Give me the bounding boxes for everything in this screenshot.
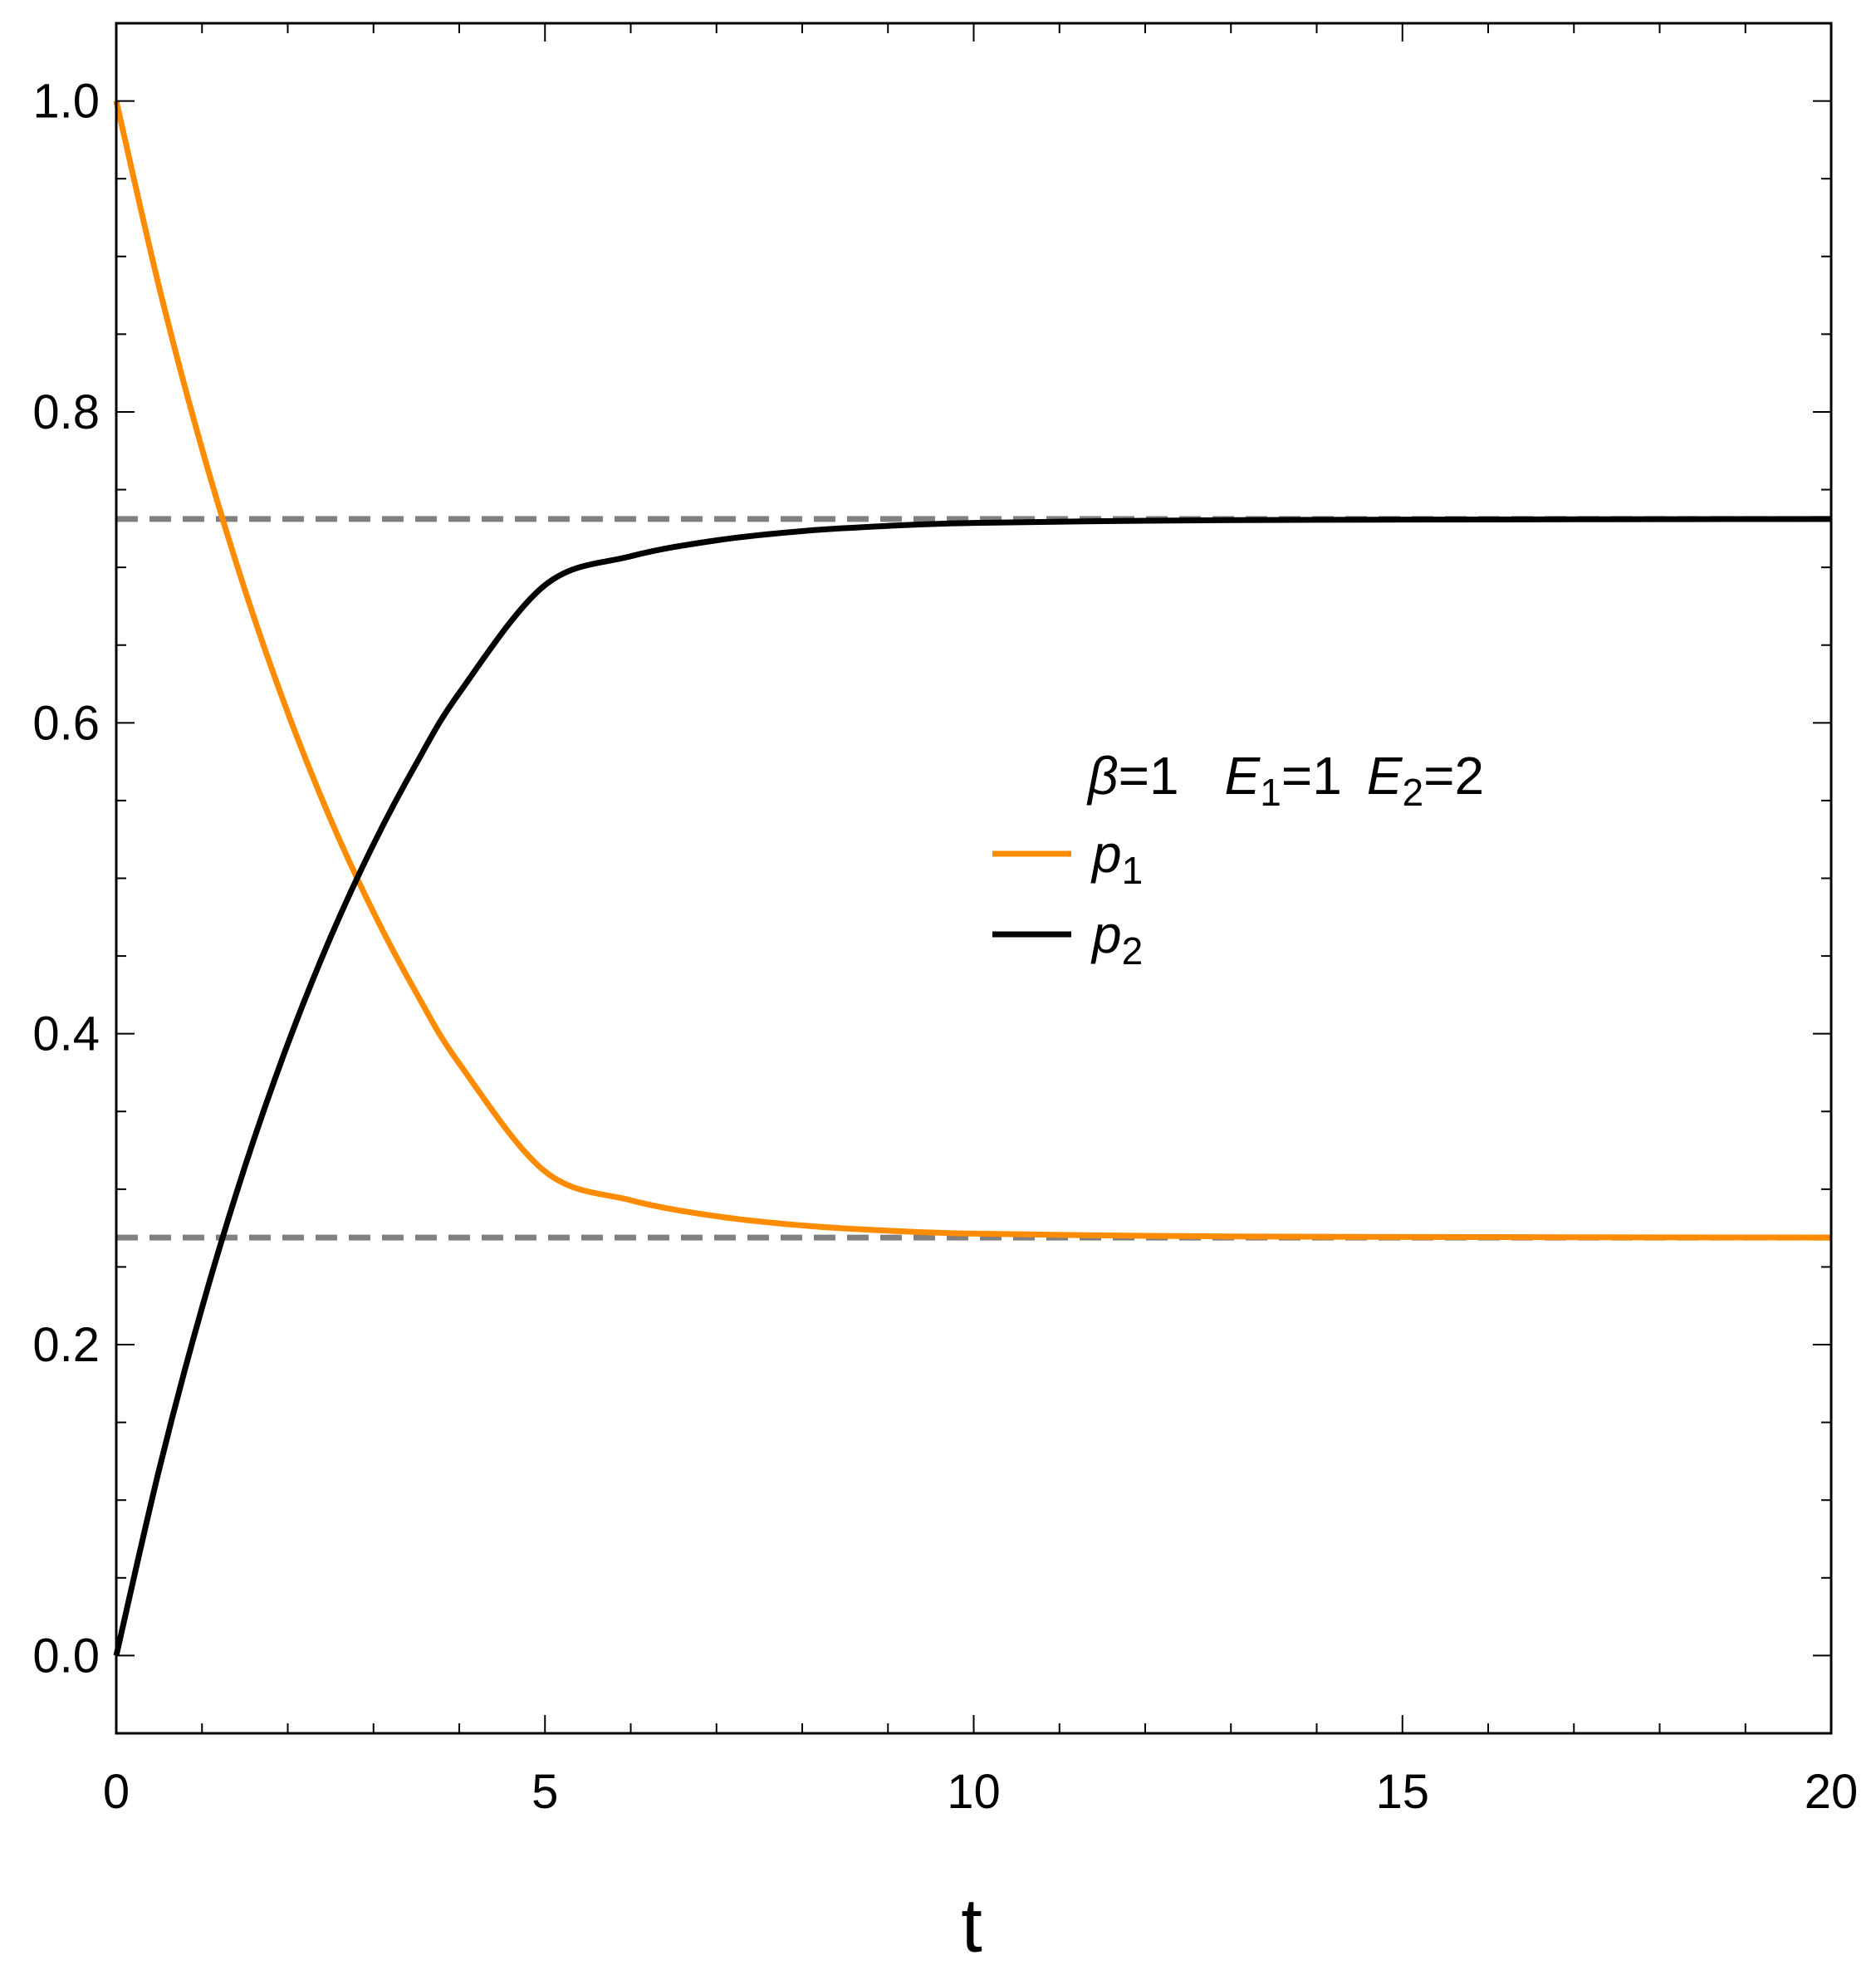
beta-symbol: β <box>1086 746 1119 806</box>
x-tick-label: 0 <box>103 1765 130 1819</box>
legend: β=1 E1=1 E2=2 p1 p2 <box>992 746 1484 973</box>
y-tick-label: 0.6 <box>32 696 100 750</box>
e2-symbol: E <box>1367 746 1403 806</box>
e1-subscript: 1 <box>1260 771 1281 814</box>
legend-parameters: β=1 E1=1 E2=2 <box>1086 746 1484 814</box>
y-tick-label: 0.4 <box>32 1007 100 1061</box>
legend-label-p1-subscript: 1 <box>1122 849 1144 892</box>
axis-ticks <box>115 22 1832 1734</box>
e1-symbol: E <box>1225 746 1261 806</box>
legend-label-p1-symbol: p <box>1090 824 1122 884</box>
e2-value: =2 <box>1423 746 1484 806</box>
legend-label-p1: p1 <box>1090 824 1143 892</box>
y-tick-label: 0.0 <box>32 1629 100 1683</box>
beta-value: =1 <box>1119 746 1179 806</box>
series-line-p1 <box>113 100 1832 1241</box>
reference-lines <box>116 516 1831 1241</box>
plot-border <box>115 22 1833 1735</box>
legend-label-p2-symbol: p <box>1090 904 1122 964</box>
series-line-p2 <box>113 516 1832 1657</box>
tick-labels: 0 5 10 15 20 0.0 0.2 0.4 0.6 0.8 1.0 <box>32 75 1858 1819</box>
plot-frame <box>115 22 1833 1735</box>
series-lines <box>113 100 1832 1657</box>
x-tick-label: 5 <box>531 1765 558 1819</box>
x-tick-label: 10 <box>947 1765 1001 1819</box>
x-axis-title: t <box>961 1884 982 1968</box>
y-tick-label: 1.0 <box>32 75 100 129</box>
y-tick-label: 0.2 <box>32 1318 100 1372</box>
legend-label-p2: p2 <box>1090 904 1143 973</box>
e2-subscript: 2 <box>1402 771 1423 814</box>
x-tick-label: 15 <box>1375 1765 1429 1819</box>
legend-label-p2-subscript: 2 <box>1122 929 1144 973</box>
x-tick-label: 20 <box>1805 1765 1859 1819</box>
y-tick-label: 0.8 <box>32 385 100 439</box>
e1-value: =1 <box>1281 746 1342 806</box>
